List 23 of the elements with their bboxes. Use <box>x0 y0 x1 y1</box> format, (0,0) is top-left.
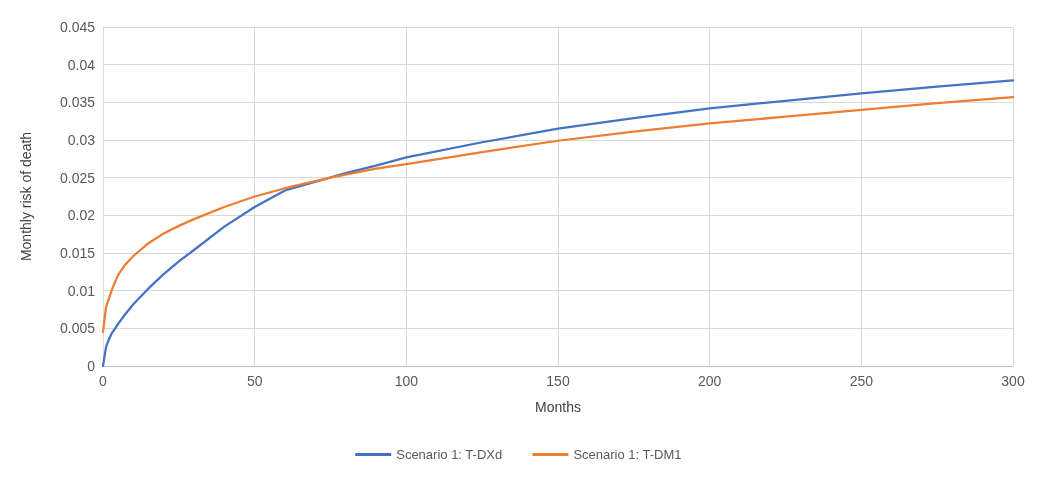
y-tick-label: 0.025 <box>59 169 96 186</box>
x-tick-label: 200 <box>697 373 722 389</box>
y-tick-label: 0 <box>87 358 96 374</box>
y-tick-label: 0.015 <box>59 245 96 261</box>
y-tick-label: 0.03 <box>67 132 96 148</box>
y-tick-label: 0.005 <box>59 320 96 337</box>
y-tick-label: 0.01 <box>67 282 96 299</box>
y-tick-label: 0.04 <box>67 56 96 73</box>
x-tick-label: 0 <box>99 373 108 389</box>
legend-label: Scenario 1: T-DXd <box>396 447 503 462</box>
line-series <box>101 95 1015 334</box>
x-axis-title: Months <box>535 399 581 415</box>
y-tick-label: 0.035 <box>59 94 96 111</box>
x-tick-label: 50 <box>246 373 263 389</box>
y-tick-label: 0.045 <box>59 19 96 35</box>
x-tick-label: 250 <box>849 373 874 389</box>
line-series <box>101 79 1015 368</box>
x-tick-label: 300 <box>1001 373 1025 389</box>
y-axis-title: Monthly risk of death <box>18 131 34 262</box>
y-tick-label: 0.02 <box>67 207 96 224</box>
x-tick-label: 100 <box>394 373 419 389</box>
legend-label: Scenario 1: T-DM1 <box>573 447 682 462</box>
x-tick-label: 150 <box>546 373 570 389</box>
